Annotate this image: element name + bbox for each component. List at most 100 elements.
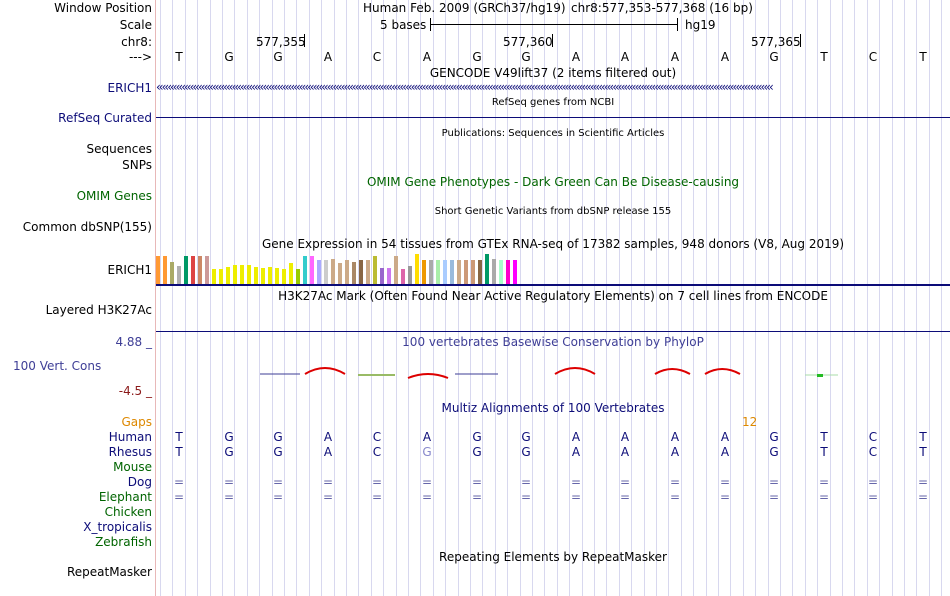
grid-line xyxy=(520,0,521,596)
gtex-tissue-bar[interactable] xyxy=(282,269,286,284)
species-label[interactable]: Human xyxy=(108,430,152,444)
grid-line xyxy=(644,0,645,596)
gtex-tissue-bar[interactable] xyxy=(436,260,440,284)
h3k27ac-track-label[interactable]: Layered H3K27Ac xyxy=(45,303,152,317)
dbsnp-track-title: Short Genetic Variants from dbSNP releas… xyxy=(434,206,672,217)
gtex-tissue-bar[interactable] xyxy=(352,262,356,284)
gtex-tissue-bar[interactable] xyxy=(163,256,167,284)
gtex-tissue-bar[interactable] xyxy=(198,256,202,284)
grid-line xyxy=(867,0,868,596)
refseq-transcript-line[interactable] xyxy=(156,117,950,118)
gencode-transcript[interactable]: ‹‹‹‹‹‹‹‹‹‹‹‹‹‹‹‹‹‹‹‹‹‹‹‹‹‹‹‹‹‹‹‹‹‹‹‹‹‹‹‹… xyxy=(156,81,774,94)
gtex-tissue-bar[interactable] xyxy=(275,268,279,284)
gtex-tissue-bar[interactable] xyxy=(464,260,468,284)
gtex-tissue-bar[interactable] xyxy=(471,260,475,284)
alignment-base: = xyxy=(669,490,681,504)
gtex-tissue-bar[interactable] xyxy=(338,263,342,284)
alignment-base: G xyxy=(472,430,482,444)
omim-track-label[interactable]: OMIM Genes xyxy=(76,189,152,203)
gtex-tissue-bar[interactable] xyxy=(457,260,461,284)
grid-line xyxy=(941,0,942,596)
phylop-peak xyxy=(407,373,449,379)
gtex-tissue-bar[interactable] xyxy=(408,266,412,284)
dbsnp-track-label[interactable]: Common dbSNP(155) xyxy=(22,220,152,234)
gtex-tissue-bar[interactable] xyxy=(191,256,195,284)
phylop-peak xyxy=(554,367,596,375)
gtex-tissue-bar[interactable] xyxy=(268,267,272,284)
gtex-tissue-bar[interactable] xyxy=(387,268,391,284)
grid-line xyxy=(160,0,161,596)
gtex-tissue-bar[interactable] xyxy=(226,267,230,284)
gtex-tissue-bar[interactable] xyxy=(331,259,335,284)
gtex-tissue-bar[interactable] xyxy=(205,256,209,284)
grid-line xyxy=(185,0,186,596)
grid-line xyxy=(668,0,669,596)
gtex-tissue-bar[interactable] xyxy=(310,256,314,284)
species-label[interactable]: X_tropicalis xyxy=(83,520,152,534)
alignment-base: = xyxy=(619,490,631,504)
refseq-track-label[interactable]: RefSeq Curated xyxy=(58,111,152,125)
gtex-tissue-bar[interactable] xyxy=(324,260,328,284)
gtex-track-label[interactable]: ERICH1 xyxy=(107,263,153,277)
gtex-tissue-bar[interactable] xyxy=(345,260,349,284)
alignment-base: T xyxy=(820,430,828,444)
gtex-tissue-bar[interactable] xyxy=(261,268,265,284)
gtex-bar-chart[interactable] xyxy=(156,254,536,284)
phylop-track-label[interactable]: 100 Vert. Cons xyxy=(13,359,102,373)
species-label[interactable]: Dog xyxy=(127,475,152,489)
gencode-track-label[interactable]: ERICH1 xyxy=(107,81,153,95)
gtex-tissue-bar[interactable] xyxy=(156,256,160,284)
gtex-tissue-bar[interactable] xyxy=(240,265,244,284)
gtex-tissue-bar[interactable] xyxy=(429,260,433,284)
species-label[interactable]: Elephant xyxy=(98,490,152,504)
gtex-tissue-bar[interactable] xyxy=(254,267,258,284)
gtex-tissue-bar[interactable] xyxy=(415,254,419,284)
species-label[interactable]: Zebrafish xyxy=(95,535,152,549)
gtex-tissue-bar[interactable] xyxy=(380,268,384,284)
phylop-bar xyxy=(817,374,823,377)
gtex-tissue-bar[interactable] xyxy=(485,254,489,284)
gtex-tissue-bar[interactable] xyxy=(492,259,496,284)
gtex-tissue-bar[interactable] xyxy=(177,266,181,284)
gtex-tissue-bar[interactable] xyxy=(506,260,510,284)
alignment-base: = xyxy=(917,475,929,489)
gtex-tissue-bar[interactable] xyxy=(303,256,307,284)
gtex-tissue-bar[interactable] xyxy=(219,269,223,284)
gtex-tissue-bar[interactable] xyxy=(247,265,251,284)
grid-line xyxy=(383,0,384,596)
gtex-tissue-bar[interactable] xyxy=(499,260,503,284)
publications-sequences-label[interactable]: Sequences xyxy=(86,142,152,156)
gtex-tissue-bar[interactable] xyxy=(513,260,517,284)
repeatmasker-track-label[interactable]: RepeatMasker xyxy=(66,565,152,579)
gtex-tissue-bar[interactable] xyxy=(296,269,300,284)
gtex-tissue-bar[interactable] xyxy=(401,269,405,284)
alignment-base: A xyxy=(571,445,581,459)
gtex-tissue-bar[interactable] xyxy=(184,256,188,284)
species-label[interactable]: Rhesus xyxy=(108,445,152,459)
label-divider xyxy=(155,0,156,596)
gtex-tissue-bar[interactable] xyxy=(394,256,398,284)
gtex-tissue-bar[interactable] xyxy=(422,260,426,284)
species-label[interactable]: Mouse xyxy=(113,460,152,474)
grid-line xyxy=(420,0,421,596)
alignment-base: A xyxy=(720,445,730,459)
browser-image[interactable] xyxy=(156,0,950,596)
gtex-tissue-bar[interactable] xyxy=(359,260,363,284)
ruler-tick-label: 577,365 xyxy=(751,35,801,49)
gtex-tissue-bar[interactable] xyxy=(443,260,447,284)
grid-line xyxy=(470,0,471,596)
gtex-tissue-bar[interactable] xyxy=(317,260,321,284)
gtex-tissue-bar[interactable] xyxy=(212,269,216,284)
gtex-tissue-bar[interactable] xyxy=(233,265,237,284)
gtex-tissue-bar[interactable] xyxy=(373,256,377,284)
publications-snps-label[interactable]: SNPs xyxy=(122,158,152,172)
gtex-tissue-bar[interactable] xyxy=(450,260,454,284)
grid-line xyxy=(234,0,235,596)
alignment-base: = xyxy=(371,490,383,504)
gtex-tissue-bar[interactable] xyxy=(478,260,482,284)
species-label[interactable]: Chicken xyxy=(104,505,152,519)
gtex-tissue-bar[interactable] xyxy=(289,263,293,284)
gtex-tissue-bar[interactable] xyxy=(366,260,370,284)
sequence-base: T xyxy=(820,50,828,64)
gtex-tissue-bar[interactable] xyxy=(170,262,174,284)
